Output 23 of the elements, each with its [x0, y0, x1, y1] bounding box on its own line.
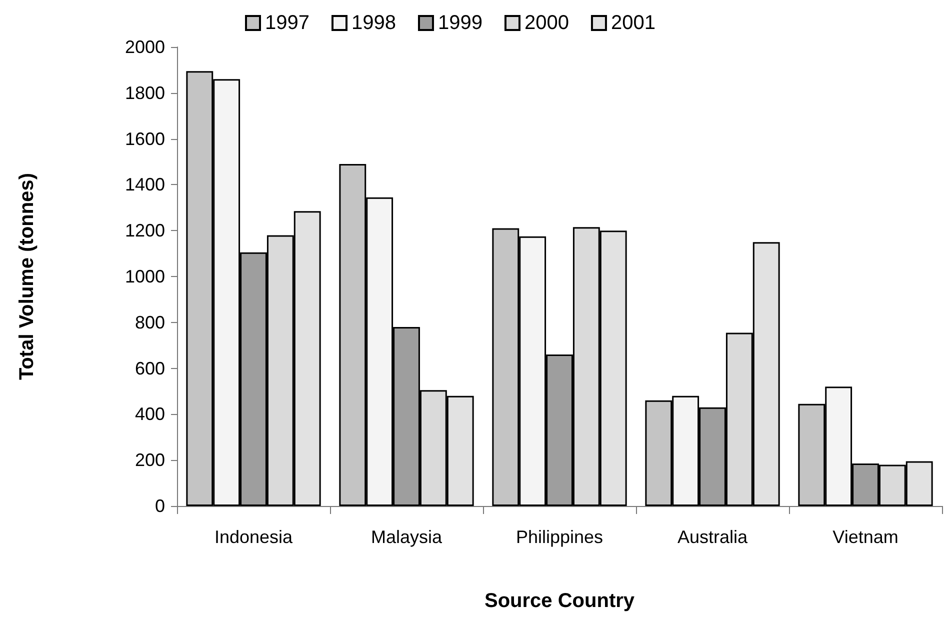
x-tick-label: Indonesia: [214, 527, 294, 547]
x-tick-label: Malaysia: [370, 527, 443, 547]
legend-label: 1997: [265, 12, 310, 34]
y-tick-label: 2000: [124, 37, 165, 57]
y-tick-label: 400: [134, 404, 165, 424]
y-tick-label: 0: [154, 496, 165, 516]
y-tick-label: 1200: [124, 220, 165, 241]
y-tick-label: 1800: [124, 82, 165, 103]
y-tick-label: 600: [134, 358, 165, 378]
y-tick-label: 200: [134, 450, 165, 470]
y-axis-title: Total Volume (tonnes): [16, 172, 38, 380]
legend-label: 2000: [524, 12, 569, 34]
legend-label: 1999: [438, 12, 482, 34]
x-tick-label: Philippines: [516, 527, 604, 547]
y-tick-label: 1600: [124, 128, 165, 149]
y-tick-label: 800: [134, 312, 165, 332]
x-tick-label: Vietnam: [832, 527, 898, 547]
y-tick-label: 1000: [124, 266, 165, 286]
x-tick-label: Australia: [677, 527, 749, 547]
x-axis-title: Source Country: [484, 590, 636, 612]
legend-label: 2001: [610, 12, 656, 34]
legend-label: 1998: [351, 12, 396, 34]
y-tick-label: 1400: [124, 174, 165, 195]
